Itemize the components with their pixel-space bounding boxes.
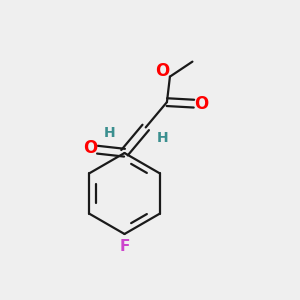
Text: H: H <box>156 131 168 145</box>
Text: H: H <box>104 126 115 140</box>
Text: F: F <box>119 239 130 254</box>
Text: O: O <box>83 139 97 157</box>
Text: O: O <box>155 62 170 80</box>
Text: O: O <box>194 94 208 112</box>
